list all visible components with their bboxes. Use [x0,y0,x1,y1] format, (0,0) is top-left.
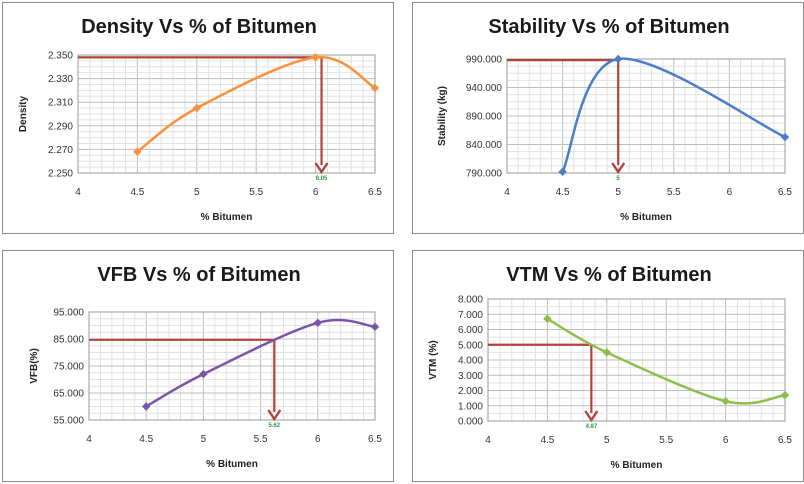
density-data-point [370,83,380,93]
stability-x-axis-label: % Bitumen [620,212,672,223]
stability-x-tick-label: 4.5 [556,187,570,198]
vtm-y-tick-label: 0.000 [458,417,483,428]
density-reference-arrowhead [314,162,329,175]
vtm-x-tick-label: 5 [604,435,610,446]
vtm-x-tick-label: 5.5 [659,435,673,446]
vfb-y-tick-label: 85.000 [53,335,84,346]
vfb-chart-svg: VFB Vs % of Bitumen 55.000 65.000 75.000 85.… [29,264,382,470]
vtm-chart-title: VTM Vs % of Bitumen [506,264,712,286]
vfb-x-tick-label: 6.5 [368,434,382,445]
density-y-axis-label: Density [18,96,29,133]
vtm-data-point [780,390,790,400]
stability-chart-title: Stability Vs % of Bitumen [488,16,729,38]
vfb-data-point [370,322,380,332]
stability-y-tick-label: 890.000 [466,112,503,123]
vfb-x-axis-label: % Bitumen [206,459,258,470]
density-data-point [311,53,320,62]
vfb-data-point [199,369,208,379]
stability-y-tick-label: 990.000 [466,55,503,66]
vfb-y-tick-label: 75.000 [53,362,84,373]
density-x-tick-label: 5.5 [249,187,263,198]
vfb-optimum-value-label: 5.62 [268,423,280,429]
stability-chart-panel: Stability Vs % of Bitumen 790.000 840.000 8… [412,2,804,234]
density-chart-title: Density Vs % of Bitumen [81,16,317,38]
vfb-data-point [313,318,322,327]
stability-y-tick-label: 940.000 [466,83,503,94]
density-y-tick-label: 2.350 [48,51,73,62]
density-grid [77,54,376,174]
vtm-y-tick-label: 6.000 [458,325,483,336]
vtm-data-point [543,314,552,324]
stability-grid [506,58,786,174]
vtm-x-tick-label: 6.5 [778,435,792,446]
vtm-series-line [546,317,786,405]
stability-x-tick-label: 5 [615,187,621,198]
stability-data-point [614,54,623,64]
vfb-chart-panel: VFB Vs % of Bitumen 55.000 65.000 75.000 85.… [2,250,394,482]
vfb-y-axis-label: VFB(%) [29,348,40,384]
vtm-reference-arrowhead [584,410,599,423]
density-data-point [192,103,201,113]
stability-x-tick-label: 4 [504,187,510,198]
vtm-y-tick-label: 3.000 [458,371,483,382]
vfb-reference-arrowhead [267,409,282,422]
density-y-tick-label: 2.330 [48,74,73,85]
density-x-tick-label: 4 [75,187,81,198]
density-x-tick-label: 6 [313,187,319,198]
vfb-series-line [145,318,376,408]
vtm-x-axis-label: % Bitumen [611,460,663,471]
vfb-data-point [142,402,151,411]
stability-chart-svg: Stability Vs % of Bitumen 790.000 840.000 8… [437,16,792,223]
vtm-y-tick-label: 1.000 [458,401,483,412]
vtm-y-tick-label: 5.000 [458,340,483,351]
density-x-tick-label: 4.5 [130,187,144,198]
density-x-tick-label: 5 [194,187,200,198]
vtm-chart-panel: VTM Vs % of Bitumen 0.000 1.000 2.000 3.000 4… [412,250,804,482]
vtm-chart-svg: VTM Vs % of Bitumen 0.000 1.000 2.000 3.000 4… [428,264,792,471]
vtm-y-tick-label: 8.000 [458,295,483,306]
vtm-optimum-value-label: 4.87 [586,424,598,430]
density-x-axis-label: % Bitumen [201,212,253,223]
vfb-x-tick-label: 5.5 [254,434,268,445]
density-y-tick-label: 2.310 [48,98,73,109]
density-y-tick-label: 2.270 [48,145,73,156]
stability-data-point [558,167,567,177]
stability-y-axis-label: Stability (kg) [437,86,448,146]
vtm-x-tick-label: 6 [723,435,729,446]
vtm-data-point [721,396,730,406]
density-series-line [136,56,376,153]
vtm-y-tick-label: 4.000 [458,356,483,367]
stability-x-tick-label: 5.5 [667,187,681,198]
density-chart-svg: Density Vs % of Bitumen 2.250 2.270 2.290 2.… [18,16,382,223]
density-x-tick-label: 6.5 [368,187,382,198]
vfb-x-tick-label: 6 [315,434,321,445]
vtm-y-tick-label: 2.000 [458,386,483,397]
density-chart-panel: Density Vs % of Bitumen 2.250 2.270 2.290 2.… [2,2,394,234]
vtm-data-point [602,348,611,357]
density-optimum-value-label: 6.05 [316,176,328,182]
vfb-x-tick-label: 5 [201,434,207,445]
vfb-x-tick-label: 4.5 [139,434,153,445]
stability-y-tick-label: 790.000 [466,169,503,180]
density-y-tick-label: 2.250 [48,169,73,180]
stability-x-tick-label: 6.5 [778,187,792,198]
vfb-chart-title: VFB Vs % of Bitumen [97,264,300,286]
vtm-y-axis-label: VTM (%) [428,340,439,379]
stability-x-tick-label: 6 [727,187,733,198]
stability-optimum-value-label: 5 [617,176,621,182]
density-y-tick-label: 2.290 [48,121,73,132]
vtm-x-tick-label: 4.5 [540,435,554,446]
vfb-y-tick-label: 65.000 [53,389,84,400]
vfb-grid [88,311,376,421]
vfb-x-tick-label: 4 [86,434,92,445]
vtm-x-tick-label: 4 [485,435,491,446]
stability-reference-arrowhead [611,162,626,175]
vtm-y-tick-label: 7.000 [458,310,483,321]
stability-y-tick-label: 840.000 [466,140,503,151]
vfb-y-tick-label: 55.000 [53,416,84,427]
vfb-y-tick-label: 95.000 [53,308,84,319]
stability-data-point [780,132,790,142]
density-data-point [133,147,142,156]
